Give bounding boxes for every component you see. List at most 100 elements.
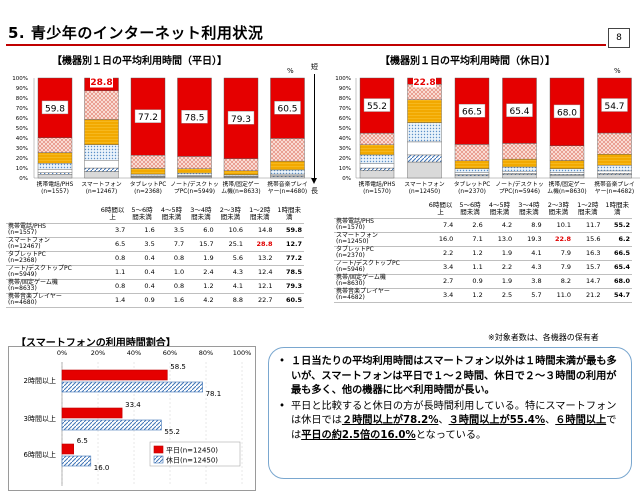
table-cell: 0.8 — [156, 251, 187, 266]
summary-text: １日当たりの平均利用時間はスマートフォン以外は１時間未満が最も多いが、スマートフ… — [291, 356, 617, 396]
bar-segment — [84, 167, 119, 172]
bar-value-label: 58.5 — [170, 363, 186, 371]
bar-value-label: 68.0 — [557, 108, 577, 118]
x-category-label: 携帯音楽プレイ — [594, 180, 635, 188]
table-cell: 7.1 — [455, 232, 485, 247]
table-cell: 1.9 — [484, 274, 515, 289]
table-cell: 16.3 — [573, 246, 603, 261]
table-header: 4〜5時間未満 — [156, 205, 187, 224]
x-category-sublabel: ヤー(n=4682) — [595, 189, 634, 195]
bar-segment — [359, 167, 395, 171]
table-row: タブレットPC (n=2370) 2.2 1.2 1.9 4.1 7.9 16.3 66.5 — [334, 246, 632, 261]
bar-segment — [177, 172, 212, 176]
table-cell: 4.2 — [484, 218, 515, 233]
table-row-label: スマートフォン (n=12467) — [6, 237, 98, 252]
table-row: ノート/デスクトップPC (n=5946) 3.4 1.1 2.2 4.3 7.9 15.7 6… — [334, 260, 632, 275]
page-number: 8 — [608, 28, 630, 48]
x-category-label: ノート/デスクトッ — [495, 180, 543, 188]
bar-segment — [84, 144, 119, 161]
table-row-label: 携帯音楽プレイヤー (n=4680) — [6, 293, 98, 308]
bar-segment — [407, 122, 442, 143]
table-header: 1〜2時間未満 — [245, 205, 275, 224]
x-category-sublabel: ム機(n=8630) — [547, 187, 586, 195]
x-category-sublabel: (n=1570) — [363, 189, 391, 195]
table-row: ノート/デスクトップPC (n=5949) 1.1 0.4 1.0 2.4 4.3 12.4 7… — [6, 264, 304, 280]
x-category-sublabel: (n=2370) — [458, 189, 486, 195]
table-header: 2〜3時間未満 — [543, 200, 574, 219]
table-row: 携帯音楽プレイヤー (n=4682) 3.4 1.2 2.5 5.7 11.0 21.2 54.… — [334, 288, 632, 303]
value-box — [413, 76, 436, 88]
bar-segment — [177, 168, 212, 174]
table-row-label: スマートフォン (n=12450) — [334, 232, 426, 247]
table-cell: 7.7 — [156, 237, 187, 252]
bar-segment — [502, 171, 537, 174]
value-box — [458, 104, 486, 118]
table-cell: 4.1 — [514, 246, 544, 261]
table-row: 携帯電話/PHS (n=1557) 3.7 1.6 3.5 6.0 10.6 14.8 59.8 — [6, 222, 304, 238]
table-row-label: 携帯電話/PHS (n=1557) — [6, 222, 98, 238]
table-cell: 12.7 — [274, 237, 304, 252]
bar-segment — [37, 174, 73, 179]
device-n: (n=5949) — [8, 271, 37, 278]
header: 5. 青少年のインターネット利用状況 8 — [0, 0, 640, 50]
table-cell: 15.6 — [573, 232, 603, 247]
bar-value-label: 55.2 — [164, 428, 180, 436]
bar-segment — [454, 175, 490, 179]
device-name: 携帯電話/PHS — [8, 222, 46, 230]
category-label: 6時間以上 — [24, 450, 56, 459]
table-row-label: 携帯音楽プレイヤー (n=4682) — [334, 288, 426, 303]
summary-text: では — [291, 415, 617, 441]
table-header: 3〜4時間未満 — [186, 205, 216, 224]
bar-value-label: 6.5 — [77, 437, 88, 445]
x-category-label: スマートフォン — [404, 181, 445, 188]
bar-segment — [270, 176, 305, 179]
bar-segment — [502, 174, 537, 179]
table-header: 6時間以上 — [97, 205, 128, 224]
scale-arrow-head — [311, 178, 317, 184]
holiday-table: 6時間以上 5〜6時間未満 4〜5時間未満 3〜4時間未満 2〜3時間未満 1〜2時間未満… — [334, 200, 632, 303]
table-cell: 16.0 — [425, 232, 456, 247]
y-tick-label: 0% — [19, 176, 28, 182]
table-cell: 7.9 — [543, 246, 574, 261]
device-name: ノート/デスクトップPC — [8, 264, 72, 272]
table-row-label: 携帯/固定ゲーム機 (n=8633) — [6, 278, 98, 294]
y-tick-label: 10% — [339, 166, 351, 172]
table-cell: 7.9 — [543, 260, 574, 275]
bar-segment — [454, 160, 490, 169]
table-cell: 79.3 — [274, 279, 304, 294]
value-box — [90, 76, 113, 88]
table-cell: 78.5 — [274, 265, 304, 280]
y-tick-label: 0% — [342, 176, 351, 182]
table-cell: 3.5 — [127, 237, 157, 252]
table-cell: 1.6 — [127, 223, 157, 238]
bar-segment — [549, 175, 585, 179]
x-tick-label: 40% — [127, 349, 141, 357]
x-category-label: ノート/デスクトッ — [170, 180, 218, 188]
x-category-label: 携帯電話/PHS — [359, 180, 396, 188]
bar-value-label: 55.2 — [367, 102, 387, 112]
bar-segment — [407, 141, 442, 156]
bar-segment — [37, 162, 73, 170]
table-cell: 4.2 — [186, 293, 216, 308]
table-header: 1〜2時間未満 — [573, 200, 603, 219]
bar-segment — [37, 152, 73, 164]
table-cell: 8.9 — [514, 218, 544, 233]
device-name: 携帯/固定ゲーム機 — [8, 278, 58, 286]
y-tick-label: 80% — [16, 96, 28, 102]
bar-segment — [597, 174, 632, 179]
table-header: 5〜6時間未満 — [127, 205, 157, 224]
y-tick-label: 20% — [339, 156, 351, 162]
weekday-bar — [61, 443, 74, 455]
table-cell: 1.2 — [455, 288, 485, 303]
table-cell: 0.8 — [156, 279, 187, 294]
weekday-bar — [61, 407, 123, 419]
x-category-sublabel: プPC(n=5949) — [174, 188, 215, 195]
bar-segment — [597, 132, 632, 155]
weekday-unit: % — [287, 67, 294, 75]
table-cell: 4.3 — [215, 265, 246, 280]
bar-segment — [407, 161, 442, 179]
device-name: 携帯/固定ゲーム機 — [336, 273, 386, 281]
summary-text: ６時間以上 — [555, 415, 607, 426]
table-cell: 12.4 — [245, 265, 275, 280]
summary-text: 、 — [438, 415, 449, 426]
